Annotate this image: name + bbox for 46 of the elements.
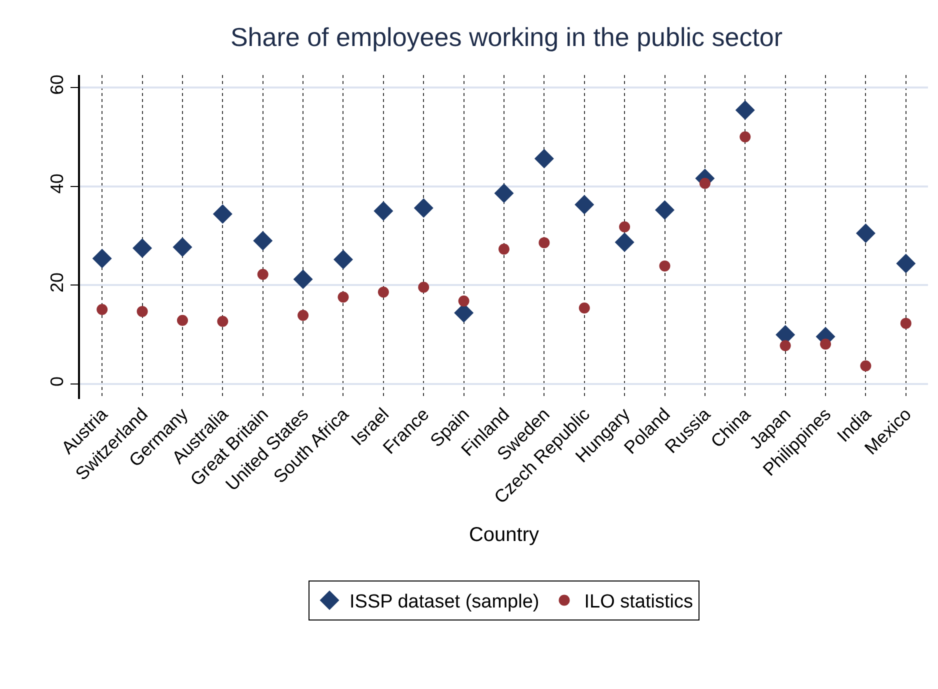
point <box>699 178 710 189</box>
point <box>212 204 232 224</box>
point <box>96 304 108 315</box>
point <box>132 238 152 258</box>
point <box>896 254 916 274</box>
point <box>333 250 353 270</box>
point <box>619 221 630 232</box>
chart-title: Share of employees working in the public sector <box>230 22 783 52</box>
point <box>494 183 514 203</box>
point <box>574 194 594 214</box>
point <box>780 340 791 352</box>
point <box>659 260 670 272</box>
point <box>458 296 470 307</box>
point <box>176 314 188 326</box>
point <box>92 248 112 268</box>
point <box>538 237 550 248</box>
point <box>253 230 273 250</box>
legend-label: ISSP dataset (sample) <box>350 592 540 613</box>
point <box>735 100 755 120</box>
point <box>378 286 389 298</box>
point <box>900 318 912 329</box>
point <box>534 148 554 168</box>
point <box>217 316 228 327</box>
point <box>338 292 349 303</box>
point <box>820 338 832 350</box>
point <box>740 131 751 142</box>
point <box>414 198 434 218</box>
point <box>860 360 872 372</box>
point <box>374 201 394 221</box>
y-tick-label: 60 <box>47 74 68 95</box>
y-tick-label: 20 <box>47 272 68 293</box>
y-tick-label: 0 <box>47 376 68 386</box>
legend-label: ILO statistics <box>584 592 693 613</box>
point <box>298 310 309 321</box>
point <box>655 200 675 220</box>
point <box>498 244 510 255</box>
point <box>418 282 430 293</box>
y-tick-label: 40 <box>47 174 68 194</box>
point <box>614 232 634 252</box>
point <box>856 224 876 244</box>
point <box>578 302 590 314</box>
point <box>293 270 313 290</box>
point <box>257 268 268 280</box>
point <box>136 306 148 317</box>
x-axis-title: Country <box>468 524 540 546</box>
point <box>172 237 192 257</box>
